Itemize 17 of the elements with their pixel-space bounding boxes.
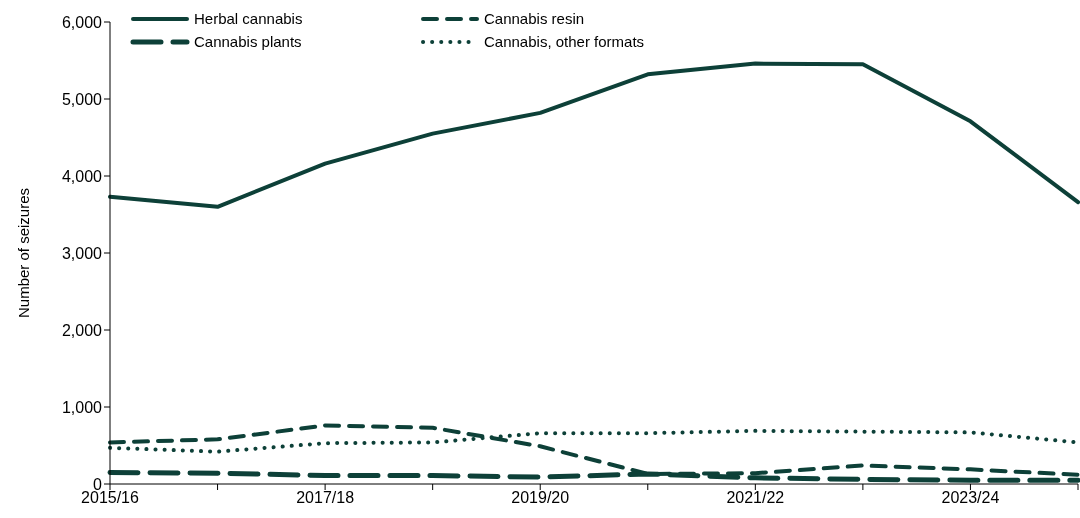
y-tick-label: 5,000	[61, 90, 103, 108]
x-tick-label: 2019/20	[511, 489, 570, 507]
x-tick-label: 2021/22	[726, 489, 785, 507]
y-tick-label: 2,000	[61, 321, 103, 339]
y-axis-title: Number of seizures	[15, 187, 33, 319]
x-tick-label: 2023/24	[941, 489, 1000, 507]
legend-label: Cannabis, other formats	[484, 33, 645, 50]
line-series	[108, 61, 1080, 209]
x-tick-label: 2015/16	[81, 489, 140, 507]
legend-label: Herbal cannabis	[194, 10, 303, 27]
legend-label: Cannabis resin	[484, 10, 585, 27]
y-tick-label: 3,000	[61, 244, 103, 262]
y-tick-label: 4,000	[61, 167, 103, 185]
x-tick-label: 2017/18	[296, 489, 355, 507]
y-tick-label: 1,000	[61, 398, 103, 416]
legend-label: Cannabis plants	[194, 33, 302, 50]
y-tick-label: 6,000	[61, 13, 103, 31]
